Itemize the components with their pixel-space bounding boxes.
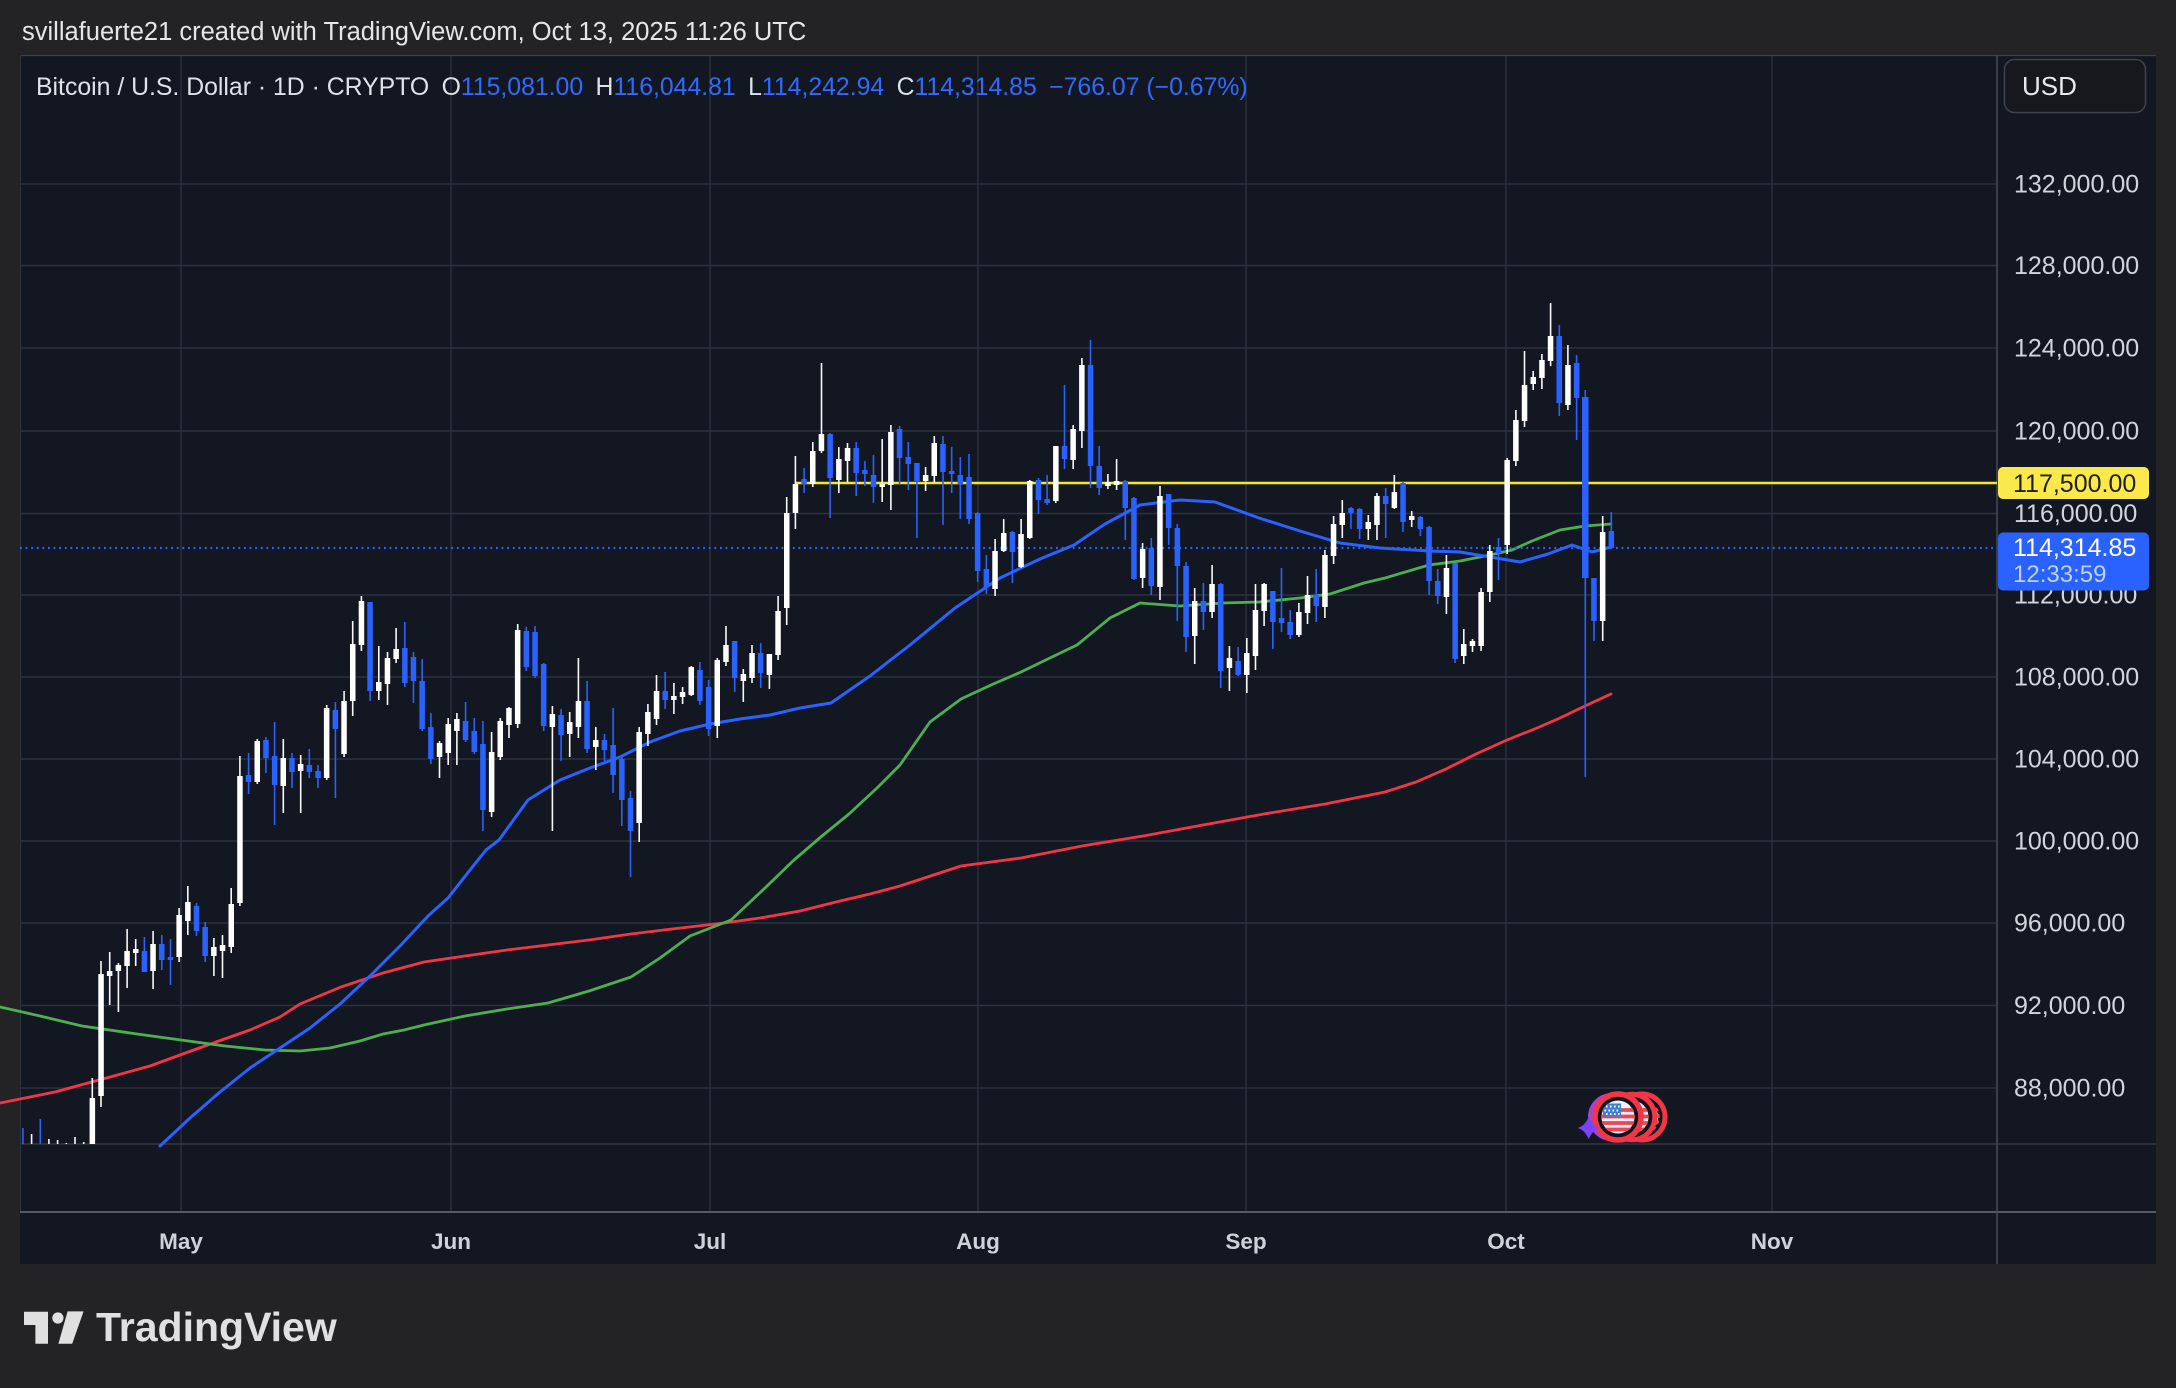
svg-text:128,000.00: 128,000.00 bbox=[2014, 252, 2139, 280]
svg-text:Nov: Nov bbox=[1751, 1229, 1794, 1254]
svg-text:92,000.00: 92,000.00 bbox=[2014, 992, 2125, 1020]
svg-text:88,000.00: 88,000.00 bbox=[2014, 1075, 2125, 1103]
svg-text:Aug: Aug bbox=[956, 1229, 1000, 1254]
svg-text:124,000.00: 124,000.00 bbox=[2014, 335, 2139, 363]
svg-text:May: May bbox=[159, 1229, 203, 1254]
svg-text:Jul: Jul bbox=[694, 1229, 727, 1254]
svg-text:120,000.00: 120,000.00 bbox=[2014, 418, 2139, 446]
svg-text:Bitcoin / U.S. Dollar · 1D · C: Bitcoin / U.S. Dollar · 1D · CRYPTO O115… bbox=[36, 74, 1248, 101]
svg-text:117,500.00: 117,500.00 bbox=[2013, 470, 2136, 498]
svg-text:100,000.00: 100,000.00 bbox=[2014, 828, 2139, 856]
svg-text:Oct: Oct bbox=[1487, 1229, 1525, 1254]
svg-text:Sep: Sep bbox=[1225, 1229, 1266, 1254]
svg-text:svillafuerte21 created with Tr: svillafuerte21 created with TradingView.… bbox=[22, 18, 806, 46]
svg-text:12:33:59: 12:33:59 bbox=[2013, 561, 2106, 588]
svg-text:116,000.00: 116,000.00 bbox=[2014, 500, 2137, 528]
svg-text:104,000.00: 104,000.00 bbox=[2014, 746, 2139, 774]
svg-text:96,000.00: 96,000.00 bbox=[2014, 910, 2125, 938]
svg-text:USD: USD bbox=[2022, 71, 2077, 101]
svg-text:Jun: Jun bbox=[431, 1229, 471, 1254]
svg-text:TradingView: TradingView bbox=[96, 1304, 337, 1350]
svg-text:114,314.85: 114,314.85 bbox=[2013, 534, 2136, 562]
svg-text:132,000.00: 132,000.00 bbox=[2014, 171, 2139, 199]
svg-text:108,000.00: 108,000.00 bbox=[2014, 664, 2139, 692]
